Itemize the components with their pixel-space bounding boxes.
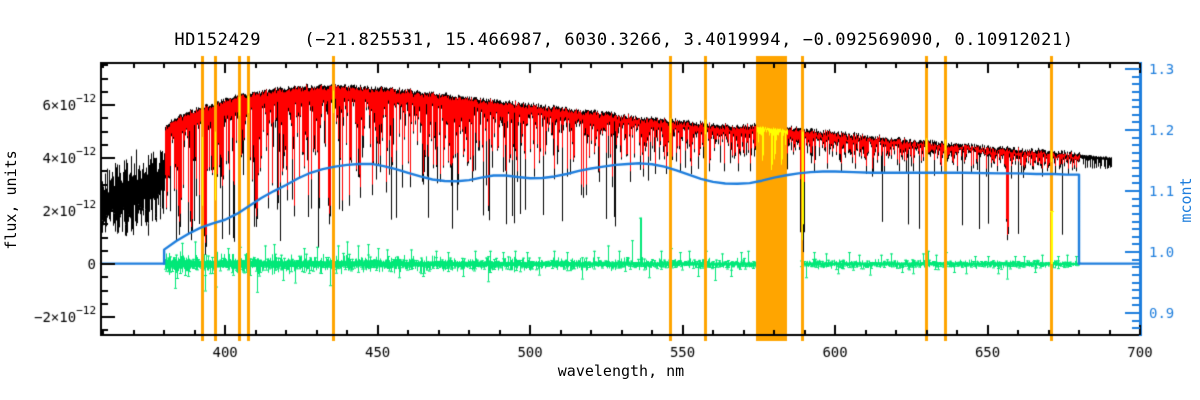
y-axis-label-mcont: mcont <box>1177 177 1195 223</box>
plot-title: HD152429 (−21.825531, 15.466987, 6030.32… <box>174 30 1074 50</box>
x-axis-label: wavelength, nm <box>557 362 685 380</box>
y-axis-label-flux: flux, units <box>2 150 20 250</box>
